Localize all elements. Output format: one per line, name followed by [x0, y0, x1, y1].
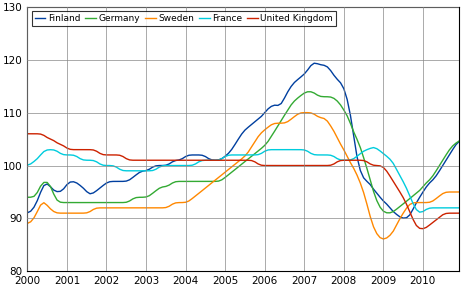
Sweden: [24, 222, 30, 225]
Line: Finland: Finland: [27, 63, 459, 218]
France: [456, 206, 462, 210]
Germany: [308, 90, 314, 94]
United Kingdom: [61, 144, 67, 148]
France: [24, 164, 30, 167]
Finland: [377, 196, 383, 199]
Germany: [387, 211, 393, 214]
Sweden: [377, 236, 383, 239]
France: [374, 147, 380, 150]
Sweden: [77, 212, 83, 215]
Sweden: [170, 202, 175, 206]
France: [61, 153, 67, 156]
France: [377, 149, 383, 153]
Finland: [374, 192, 380, 195]
Germany: [456, 139, 462, 143]
Germany: [24, 196, 30, 199]
Finland: [61, 187, 67, 190]
United Kingdom: [420, 227, 426, 230]
Germany: [170, 181, 175, 185]
Sweden: [381, 237, 386, 241]
Finland: [157, 164, 162, 167]
United Kingdom: [374, 164, 380, 167]
Germany: [61, 201, 67, 204]
Finland: [401, 216, 406, 220]
Sweden: [456, 190, 462, 194]
France: [77, 157, 83, 160]
Sweden: [374, 232, 380, 235]
Line: Germany: Germany: [27, 92, 459, 213]
Line: Sweden: Sweden: [27, 113, 459, 239]
France: [170, 164, 175, 167]
Finland: [311, 62, 317, 65]
Sweden: [157, 206, 162, 210]
Legend: Finland, Germany, Sweden, France, United Kingdom: Finland, Germany, Sweden, France, United…: [32, 11, 336, 26]
Finland: [170, 160, 175, 164]
United Kingdom: [371, 164, 376, 167]
United Kingdom: [157, 158, 162, 162]
France: [417, 210, 422, 214]
Line: France: France: [27, 148, 459, 212]
Sweden: [302, 111, 307, 114]
United Kingdom: [456, 212, 462, 215]
Germany: [377, 205, 383, 209]
Finland: [456, 140, 462, 143]
Finland: [77, 184, 83, 187]
Germany: [77, 201, 83, 204]
Germany: [374, 199, 380, 202]
France: [157, 165, 162, 169]
United Kingdom: [77, 148, 83, 151]
United Kingdom: [24, 132, 30, 136]
Sweden: [61, 212, 67, 215]
Germany: [157, 187, 162, 190]
Line: United Kingdom: United Kingdom: [27, 134, 459, 229]
France: [371, 146, 376, 149]
United Kingdom: [170, 158, 175, 162]
Finland: [24, 211, 30, 214]
